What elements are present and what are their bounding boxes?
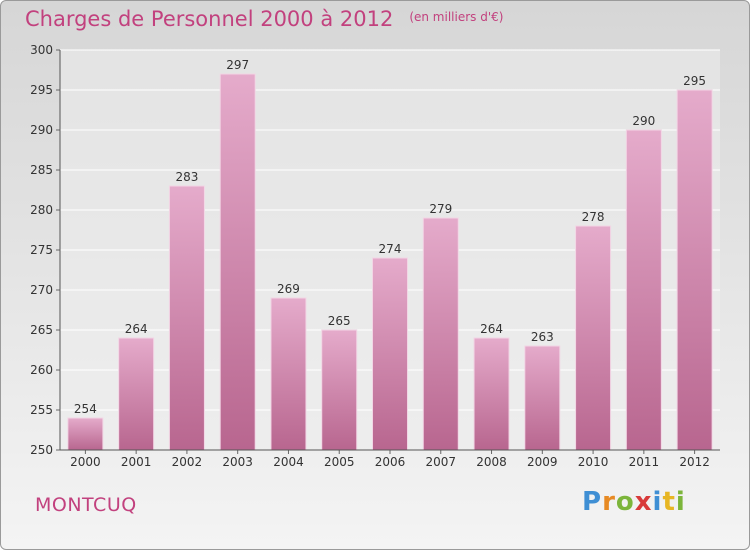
chart-title: Charges de Personnel 2000 à 2012 (en mill… xyxy=(25,7,503,31)
data-label: 264 xyxy=(480,322,503,336)
x-tick-label: 2001 xyxy=(121,455,152,469)
bar xyxy=(422,217,459,451)
data-label: 283 xyxy=(175,170,198,184)
x-tick-label: 2000 xyxy=(70,455,101,469)
data-label: 264 xyxy=(125,322,148,336)
logo-letter: o xyxy=(615,487,635,517)
proxiti-logo: Proxiti xyxy=(582,487,686,517)
logo-letter: i xyxy=(675,487,686,517)
y-tick-label: 260 xyxy=(30,363,53,377)
y-tick-label: 295 xyxy=(30,83,53,97)
x-tick-label: 2009 xyxy=(527,455,558,469)
bar xyxy=(524,345,561,451)
y-tick-label: 300 xyxy=(30,43,53,57)
data-label: 269 xyxy=(277,282,300,296)
x-tick-label: 2004 xyxy=(273,455,304,469)
bar xyxy=(575,225,612,451)
data-label: 278 xyxy=(582,210,605,224)
bar xyxy=(473,337,510,451)
x-tick-label: 2011 xyxy=(629,455,660,469)
data-label: 265 xyxy=(328,314,351,328)
bar xyxy=(118,337,155,451)
logo-letter: P xyxy=(582,487,603,517)
logo-letter: t xyxy=(662,487,676,517)
x-tick-label: 2006 xyxy=(375,455,406,469)
bar xyxy=(372,257,408,451)
x-tick-label: 2010 xyxy=(578,455,609,469)
y-tick-label: 280 xyxy=(30,203,53,217)
bar xyxy=(321,329,358,451)
x-tick-label: 2003 xyxy=(222,455,253,469)
bar xyxy=(270,297,307,451)
x-tick-label: 2002 xyxy=(172,455,203,469)
y-tick-label: 265 xyxy=(30,323,53,337)
y-tick-label: 285 xyxy=(30,163,53,177)
bar xyxy=(625,129,662,451)
x-tick-label: 2005 xyxy=(324,455,355,469)
y-tick-label: 275 xyxy=(30,243,53,257)
data-label: 274 xyxy=(379,242,402,256)
bar xyxy=(219,73,256,451)
logo-letter: r xyxy=(602,487,616,517)
data-label: 254 xyxy=(74,402,97,416)
place-name: MONTCUQ xyxy=(35,494,137,516)
x-tick-label: 2012 xyxy=(679,455,710,469)
y-tick-label: 255 xyxy=(30,403,53,417)
unit-note: (en milliers d'€) xyxy=(409,10,504,24)
bar xyxy=(168,185,205,451)
x-tick-label: 2008 xyxy=(476,455,507,469)
data-label: 290 xyxy=(632,114,655,128)
data-label: 295 xyxy=(683,74,706,88)
bar xyxy=(676,89,713,451)
data-label: 297 xyxy=(226,58,249,72)
y-tick-label: 270 xyxy=(30,283,53,297)
data-label: 279 xyxy=(429,202,452,216)
bar xyxy=(67,417,104,451)
y-tick-label: 290 xyxy=(30,123,53,137)
logo-letter: i xyxy=(652,487,663,517)
chart-title-text: Charges de Personnel 2000 à 2012 xyxy=(25,7,394,31)
logo-letter: x xyxy=(634,487,653,517)
y-tick-label: 250 xyxy=(30,443,53,457)
x-tick-label: 2007 xyxy=(425,455,456,469)
data-label: 263 xyxy=(531,330,554,344)
